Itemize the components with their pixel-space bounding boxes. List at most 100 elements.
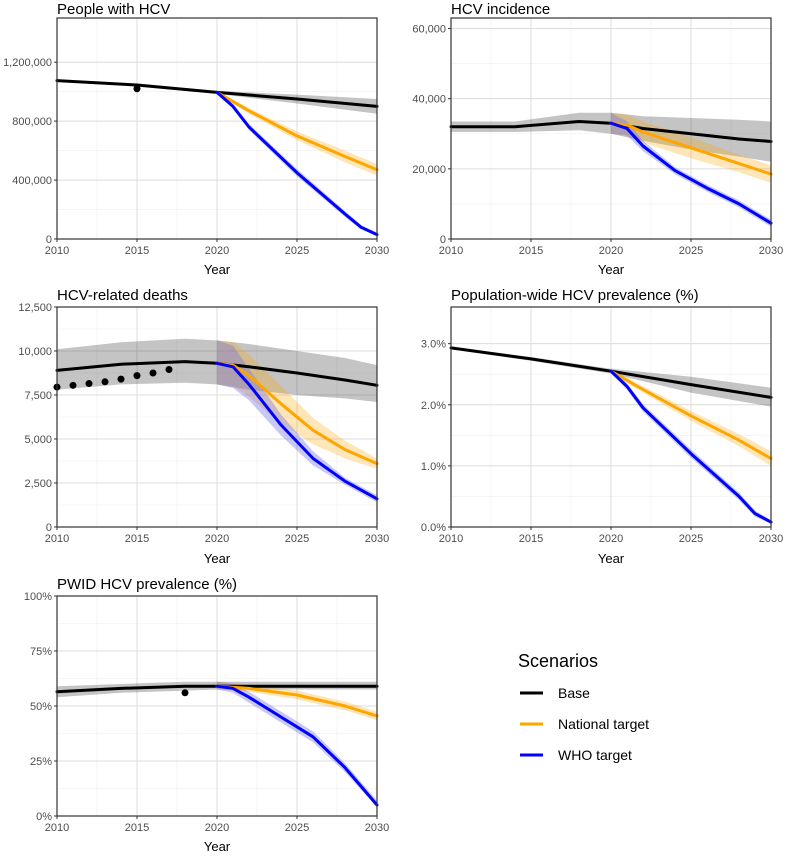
panel-people-with-hcv: People with HCV 2010 2015 2020 2025 2030 0 400… xyxy=(3,1,389,277)
y-tick-label: 60,000 xyxy=(412,24,446,36)
y-tick-label: 50% xyxy=(30,701,52,713)
series-line-who-target xyxy=(215,90,379,237)
x-tick-label: 2020 xyxy=(205,533,229,545)
gridlines xyxy=(56,18,378,240)
series-line-who-target xyxy=(609,121,773,225)
y-tick-label: 0 xyxy=(440,234,446,246)
panel-title: HCV incidence xyxy=(451,1,550,18)
y-tick-label: 800,000 xyxy=(12,116,52,128)
observed-point xyxy=(149,369,157,377)
legend-entry-base: Base xyxy=(520,685,590,701)
x-axis-label: Year xyxy=(204,839,231,852)
observed-point xyxy=(181,689,189,697)
y-tick-label: 12,500 xyxy=(18,302,52,314)
observed-points xyxy=(133,85,141,93)
panel-hcv-incidence: HCV incidence 2010 2015 2020 2025 2030 0 20,00… xyxy=(412,1,783,277)
band-base xyxy=(451,346,771,407)
observed-point xyxy=(165,365,173,373)
x-tick-label: 2025 xyxy=(285,245,309,257)
y-tick-label: 10,000 xyxy=(18,346,52,358)
observed-point xyxy=(133,372,141,380)
band-who-target xyxy=(611,112,771,227)
x-tick-label: 2015 xyxy=(125,822,149,834)
band-national-target xyxy=(217,681,377,721)
axes: 2010 2015 2020 2025 2030 0 20,000 40,000 60,000 xyxy=(412,17,783,257)
y-tick-label: 1.0% xyxy=(421,461,446,473)
series-line-who-target xyxy=(215,361,379,501)
x-tick-label: 2025 xyxy=(285,533,309,545)
scenario-lines xyxy=(449,120,773,225)
axes: 2010 2015 2020 2025 2030 0.0% 1.0% 2.0% 3.0% xyxy=(421,306,783,545)
legend-entry-who-target: WHO target xyxy=(520,747,632,763)
legend: Scenarios Base National target WHO targe… xyxy=(518,651,649,763)
y-tick-label: 7,500 xyxy=(24,390,52,402)
x-tick-label: 2015 xyxy=(519,245,543,257)
panel-hcv-related-deaths: HCV-related deaths 2010 2015 2020 2025 2030 0… xyxy=(18,287,389,566)
x-tick-label: 2030 xyxy=(365,245,389,257)
panel-pwid-hcv-prevalence: PWID HCV prevalence (%) 2010 2015 2020 2025… xyxy=(24,576,389,854)
x-tick-label: 2025 xyxy=(679,533,703,545)
observed-point xyxy=(85,380,93,388)
y-tick-label: 40,000 xyxy=(412,94,446,106)
y-tick-label: 2.0% xyxy=(421,400,446,412)
legend-label-base: Base xyxy=(558,685,590,701)
observed-point xyxy=(101,378,109,386)
axes: 2010 2015 2020 2025 2030 0 2,500 5,000 7,500 10,0… xyxy=(18,302,389,545)
series-line-national-target xyxy=(609,369,773,461)
y-tick-label: 0.0% xyxy=(421,522,446,534)
x-axis-label: Year xyxy=(204,551,231,566)
x-tick-label: 2015 xyxy=(125,245,149,257)
observed-point xyxy=(117,375,125,383)
scenario-lines xyxy=(55,684,379,807)
series-line-who-target xyxy=(215,684,379,807)
y-tick-label: 3.0% xyxy=(421,339,446,351)
series-line-who-target xyxy=(609,369,773,524)
x-tick-label: 2010 xyxy=(45,533,69,545)
legend-label-who-target: WHO target xyxy=(558,747,632,763)
panel-title: Population-wide HCV prevalence (%) xyxy=(451,287,699,304)
x-tick-label: 2020 xyxy=(599,245,623,257)
x-tick-label: 2030 xyxy=(759,245,783,257)
x-tick-label: 2020 xyxy=(205,822,229,834)
y-tick-label: 100% xyxy=(24,591,52,603)
gridlines xyxy=(56,306,378,528)
x-tick-label: 2010 xyxy=(439,245,463,257)
x-tick-label: 2015 xyxy=(125,533,149,545)
x-axis-label: Year xyxy=(598,551,625,566)
observed-point xyxy=(133,85,141,93)
y-tick-label: 0 xyxy=(46,522,52,534)
y-tick-label: 25% xyxy=(30,756,52,768)
legend-title: Scenarios xyxy=(518,651,598,671)
y-tick-label: 1,200,000 xyxy=(3,57,52,69)
axes: 2010 2015 2020 2025 2030 0 400,000 800,000 1,200… xyxy=(3,17,389,257)
panel-population-hcv-prevalence: Population-wide HCV prevalence (%) 2010 2… xyxy=(421,287,783,566)
observed-points xyxy=(53,365,173,391)
series-line-national-target xyxy=(215,90,379,172)
x-tick-label: 2020 xyxy=(205,245,229,257)
panel-title: PWID HCV prevalence (%) xyxy=(57,576,237,593)
x-tick-label: 2010 xyxy=(45,822,69,834)
observed-point xyxy=(69,381,77,389)
scenario-lines xyxy=(55,360,379,501)
y-tick-label: 5,000 xyxy=(24,434,52,446)
x-tick-label: 2025 xyxy=(285,822,309,834)
x-axis-label: Year xyxy=(204,262,231,277)
x-tick-label: 2030 xyxy=(365,822,389,834)
x-tick-label: 2015 xyxy=(519,533,543,545)
gridlines xyxy=(450,307,772,528)
y-tick-label: 400,000 xyxy=(12,175,52,187)
y-tick-label: 0% xyxy=(36,811,52,823)
series-line-base xyxy=(55,684,379,694)
y-tick-label: 2,500 xyxy=(24,478,52,490)
band-who-target xyxy=(611,368,771,524)
x-tick-label: 2010 xyxy=(45,245,69,257)
scenario-lines xyxy=(55,79,379,237)
x-axis-label: Year xyxy=(598,262,625,277)
band-base xyxy=(57,338,377,402)
legend-entry-national-target: National target xyxy=(520,716,649,732)
y-tick-label: 0 xyxy=(46,234,52,246)
x-tick-label: 2025 xyxy=(679,245,703,257)
panel-title: People with HCV xyxy=(57,1,170,18)
